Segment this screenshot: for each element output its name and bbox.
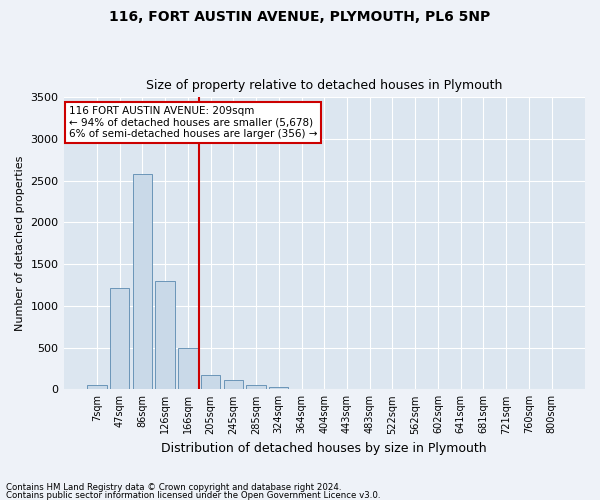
Bar [247, 385, 266, 390]
Bar [224, 380, 243, 390]
Bar [87, 385, 107, 390]
Bar [178, 348, 197, 390]
Bar [155, 281, 175, 390]
Text: Contains public sector information licensed under the Open Government Licence v3: Contains public sector information licen… [6, 490, 380, 500]
Bar [133, 174, 152, 390]
Text: 116 FORT AUSTIN AVENUE: 209sqm
← 94% of detached houses are smaller (5,678)
6% o: 116 FORT AUSTIN AVENUE: 209sqm ← 94% of … [69, 106, 317, 140]
X-axis label: Distribution of detached houses by size in Plymouth: Distribution of detached houses by size … [161, 442, 487, 455]
Bar [269, 387, 289, 390]
Title: Size of property relative to detached houses in Plymouth: Size of property relative to detached ho… [146, 79, 502, 92]
Bar [110, 288, 130, 390]
Text: Contains HM Land Registry data © Crown copyright and database right 2024.: Contains HM Land Registry data © Crown c… [6, 484, 341, 492]
Bar [201, 374, 220, 390]
Y-axis label: Number of detached properties: Number of detached properties [15, 156, 25, 331]
Text: 116, FORT AUSTIN AVENUE, PLYMOUTH, PL6 5NP: 116, FORT AUSTIN AVENUE, PLYMOUTH, PL6 5… [109, 10, 491, 24]
